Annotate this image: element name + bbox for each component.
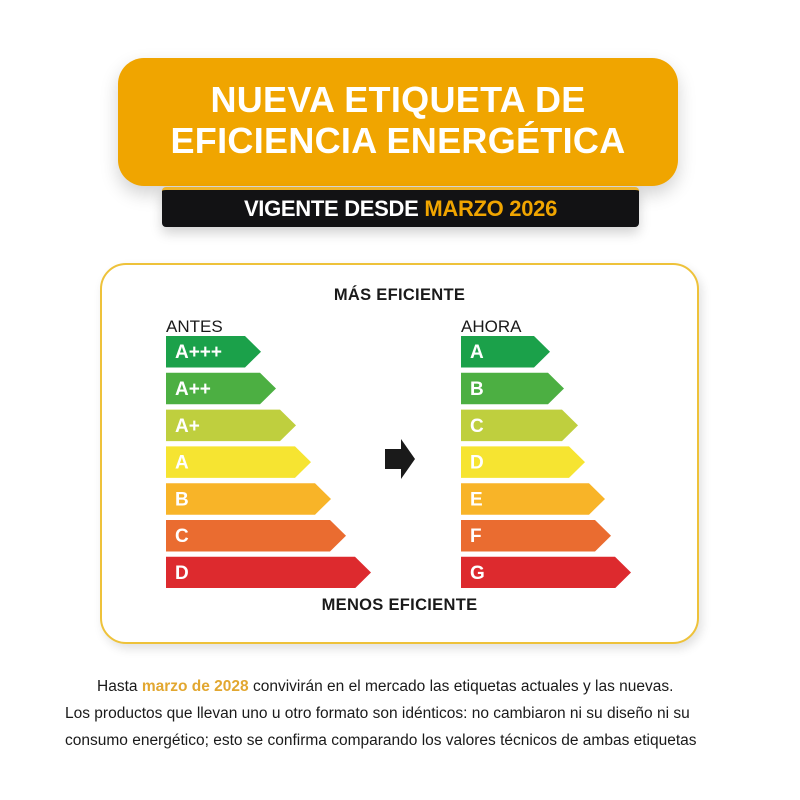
svg-text:C: C [470, 416, 484, 437]
svg-text:F: F [470, 526, 482, 547]
svg-text:B: B [470, 379, 484, 400]
svg-text:A: A [470, 342, 484, 363]
svg-text:D: D [470, 453, 484, 474]
svg-text:A: A [175, 453, 189, 474]
svg-text:A++: A++ [175, 379, 211, 400]
svg-text:C: C [175, 526, 189, 547]
svg-text:D: D [175, 563, 189, 584]
svg-text:G: G [470, 563, 485, 584]
svg-text:A+: A+ [175, 416, 200, 437]
svg-text:E: E [470, 489, 483, 510]
svg-text:B: B [175, 489, 189, 510]
svg-text:A+++: A+++ [175, 342, 222, 363]
